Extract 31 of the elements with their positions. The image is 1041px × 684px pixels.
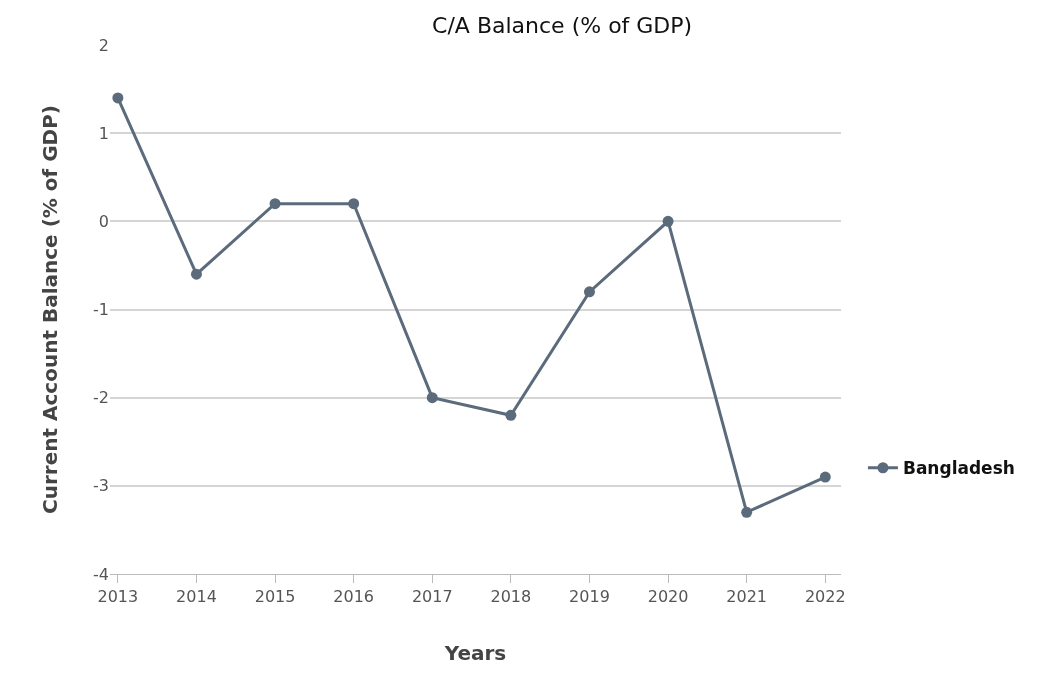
x-axis-title: Years	[443, 640, 507, 665]
x-tick-label: 2022	[804, 587, 846, 607]
x-tick-label: 2019	[569, 587, 610, 607]
point	[505, 409, 517, 421]
x-tick-label: 2020	[647, 587, 689, 607]
x-tick-label: 2013	[97, 587, 139, 607]
y-tick-label: -2	[93, 388, 109, 408]
chart-title: C/A Balance (% of GDP)	[432, 12, 693, 38]
y-tick-label: -1	[93, 300, 109, 320]
x-tick-label: 2017	[411, 587, 453, 607]
point	[348, 198, 360, 210]
y-tick-label: 0	[98, 211, 109, 231]
point	[741, 506, 753, 518]
x-tick-label: 2015	[254, 587, 296, 607]
x-tick-label: 2021	[726, 587, 768, 607]
y-tick-label: -3	[93, 476, 109, 496]
y-tick-label: -4	[93, 564, 109, 584]
point	[190, 268, 202, 280]
y-tick-label: 2	[98, 35, 109, 55]
x-tick-label: 2016	[333, 587, 375, 607]
legend-label: Bangladesh	[902, 458, 1015, 479]
point	[819, 471, 831, 483]
point	[269, 198, 281, 210]
point	[426, 392, 438, 404]
point	[112, 92, 124, 104]
x-tick-label: 2018	[490, 587, 532, 607]
y-axis-title: Current Account Balance (% of GDP)	[37, 105, 62, 514]
point	[583, 286, 595, 298]
x-tick-label: 2014	[176, 587, 217, 607]
y-tick-label: 1	[98, 123, 109, 143]
point	[662, 215, 674, 227]
